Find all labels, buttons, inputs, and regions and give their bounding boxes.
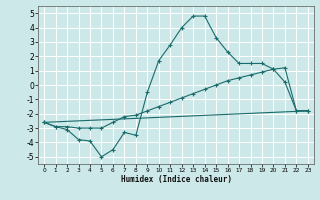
- X-axis label: Humidex (Indice chaleur): Humidex (Indice chaleur): [121, 175, 231, 184]
